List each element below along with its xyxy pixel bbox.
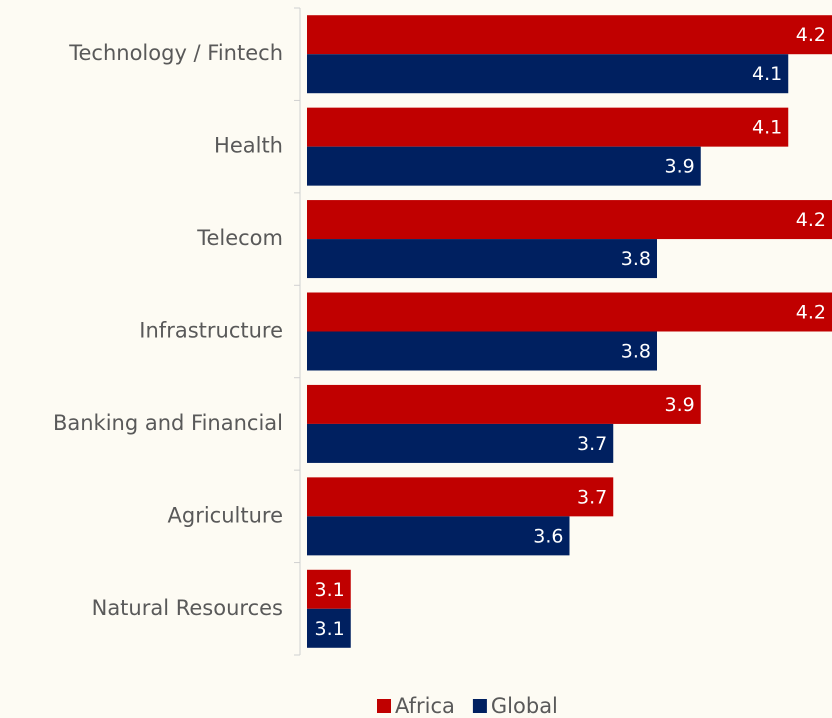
data-label: 3.8 <box>621 341 651 363</box>
legend-swatch <box>472 699 487 713</box>
bar <box>307 200 832 240</box>
bar <box>307 608 351 648</box>
bar <box>307 384 701 424</box>
bar <box>307 54 789 94</box>
bar <box>307 477 614 517</box>
y-tick-label: Telecom <box>196 226 283 250</box>
data-label: 4.1 <box>752 63 782 85</box>
data-label: 4.2 <box>796 209 826 231</box>
legend-label: Africa <box>395 694 455 718</box>
bar <box>307 239 657 279</box>
y-tick-label: Technology / Fintech <box>68 41 283 65</box>
y-tick-label: Health <box>214 134 283 158</box>
y-tick-label: Agriculture <box>168 503 284 527</box>
data-label: 3.6 <box>533 525 563 547</box>
y-tick-label: Infrastructure <box>139 319 283 343</box>
data-label: 4.1 <box>752 117 782 139</box>
data-label: 3.1 <box>315 618 345 640</box>
data-label: 3.8 <box>621 248 651 270</box>
bar <box>307 15 832 55</box>
data-label: 3.1 <box>315 579 345 601</box>
bar <box>307 292 832 332</box>
y-tick-label: Natural Resources <box>92 596 283 620</box>
legend-label: Global <box>491 694 558 718</box>
data-label: 4.2 <box>796 302 826 324</box>
data-label: 3.7 <box>577 433 607 455</box>
data-label: 3.7 <box>577 486 607 508</box>
data-label: 4.2 <box>796 24 826 46</box>
y-tick-label: Banking and Financial <box>53 411 283 435</box>
bar <box>307 516 570 556</box>
bar <box>307 107 789 147</box>
data-label: 3.9 <box>665 156 695 178</box>
bar <box>307 331 657 371</box>
bar <box>307 423 614 463</box>
data-label: 3.9 <box>665 394 695 416</box>
legend-swatch <box>377 699 391 713</box>
bar <box>307 569 351 609</box>
bar <box>307 146 701 186</box>
